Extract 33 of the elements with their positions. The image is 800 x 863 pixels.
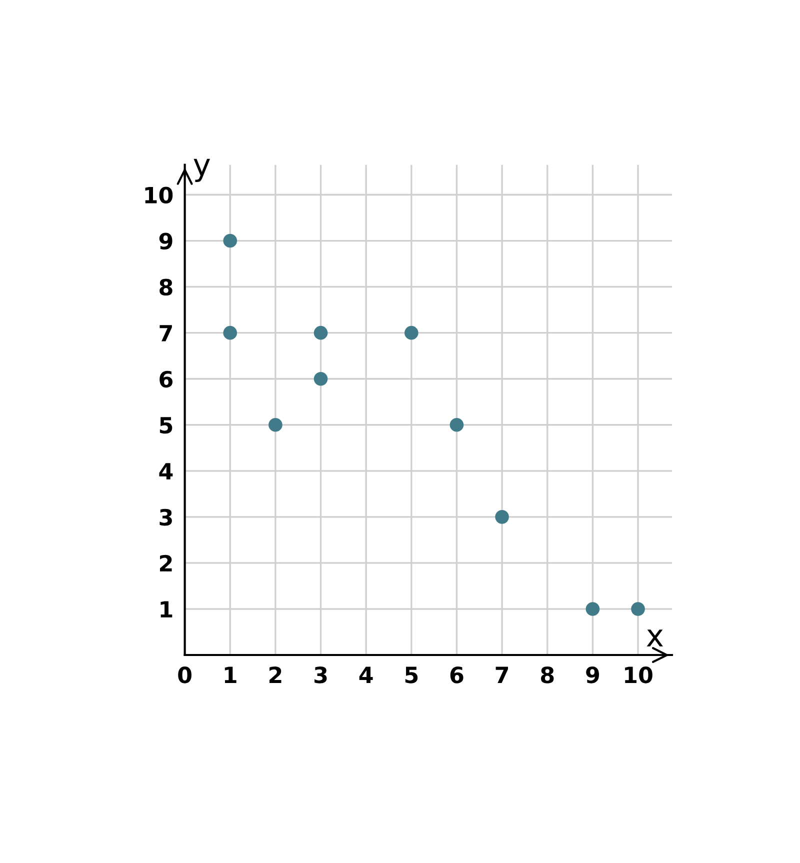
x-tick-label: 1 [224,666,236,684]
x-tick-label: 7 [496,666,508,684]
point [631,602,645,616]
point [495,510,509,524]
x-axis-title: x [646,630,663,646]
y-tick-label: 5 [160,417,172,434]
y-tick-label: 6 [160,370,172,388]
point [586,602,600,616]
x-tick-label: 0 [178,666,192,684]
y-axis-title: y [194,158,210,182]
x-tick-label: 8 [540,666,554,684]
x-tick-label: 9 [586,666,599,684]
x-tick-label: 5 [405,666,418,684]
x-tick-label: 10 [625,666,652,684]
point [314,326,328,340]
x-tick-label: 6 [450,666,464,684]
x-tick-label: 3 [314,666,327,684]
point [223,326,238,340]
y-tick-label: 9 [159,232,172,250]
y-tick-label: 7 [160,325,172,342]
y-tick-label: 3 [160,508,172,526]
y-tick-label: 8 [160,278,172,296]
x-tick-label: 4 [359,666,373,684]
point [223,234,238,248]
y-tick-label: 4 [159,463,173,480]
y-tick-label: 10 [145,186,173,204]
y-tick-label: 2 [160,554,172,572]
point [314,372,328,386]
x-tick-label: 2 [269,666,282,684]
point [404,326,418,340]
point [268,418,282,432]
point [450,418,464,432]
y-tick-label: 1 [160,601,172,618]
